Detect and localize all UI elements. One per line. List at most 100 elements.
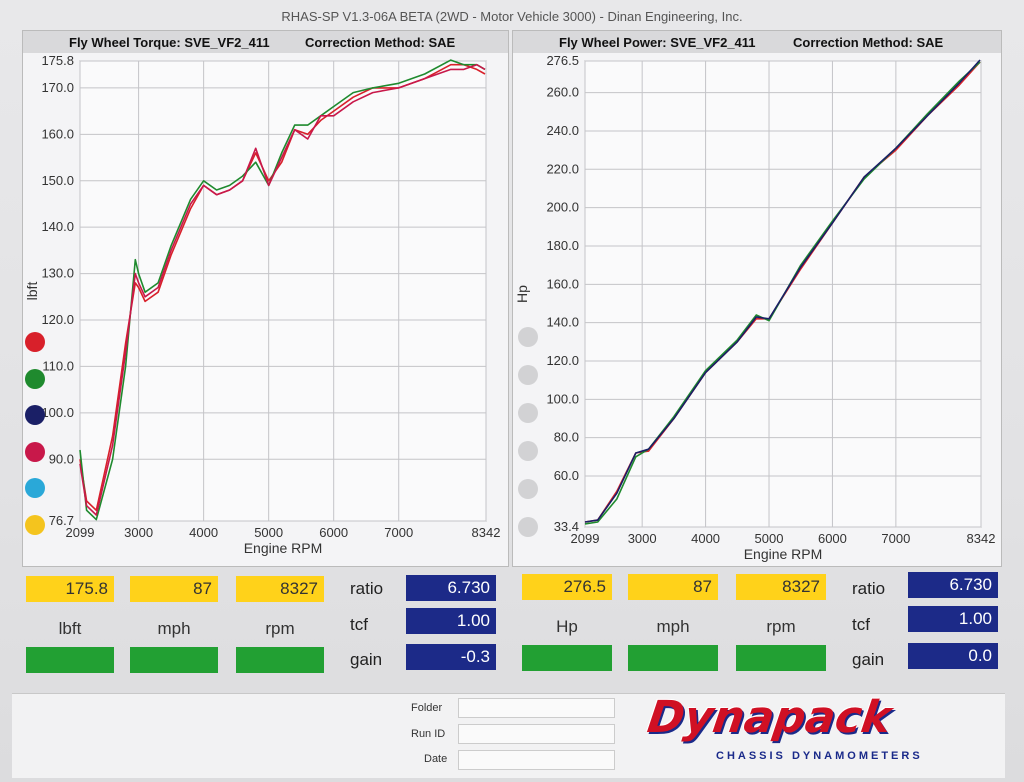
power-rpm-value: 8327 [736, 574, 826, 600]
x-tick-label: 5000 [755, 531, 784, 546]
torque-rpm-value: 8327 [236, 576, 324, 602]
power-rpm-gain-bar [736, 645, 826, 671]
y-tick-label: 200.0 [546, 200, 579, 215]
run-color-slot-empty[interactable] [518, 365, 538, 385]
run-color-slot-empty[interactable] [518, 327, 538, 347]
run-color-red[interactable] [25, 332, 45, 352]
torque-ratio-field[interactable]: 6.730 [406, 575, 496, 601]
peak-power-value: 276.5 [522, 574, 612, 600]
torque-mph-value: 87 [130, 576, 218, 602]
torque-gain-label: gain [350, 650, 383, 669]
run-id-label: Run ID [411, 728, 446, 740]
y-tick-label: 80.0 [554, 430, 579, 445]
run-color-slot-empty[interactable] [518, 479, 538, 499]
power-header: Fly Wheel Power: SVE_VF2_411 Correction … [513, 31, 1001, 53]
date-label: Date [424, 753, 448, 765]
folder-label: Folder [411, 702, 443, 714]
torque-chart: 2099 3000 4000 5000 6000 7000 8342 76.7 90.0 100.… [24, 53, 501, 556]
torque-mph-gain-bar [130, 647, 218, 673]
y-tick-label: 100.0 [546, 391, 579, 406]
power-tcf-field[interactable]: 1.00 [908, 606, 998, 632]
x-tick-label: 6000 [319, 525, 348, 540]
power-mph-gain-bar [628, 645, 718, 671]
x-tick-label: 4000 [189, 525, 218, 540]
x-axis-label: Engine RPM [244, 540, 323, 556]
y-tick-label: 60.0 [554, 468, 579, 483]
y-axis-label: Hp [514, 285, 530, 303]
power-mph-label: mph [656, 617, 690, 636]
y-tick-label: 276.5 [546, 53, 579, 68]
y-tick-label: 180.0 [546, 238, 579, 253]
y-tick-label: 160.0 [41, 126, 74, 141]
y-axis-label: lbft [24, 282, 40, 301]
torque-unit-label: lbft [58, 619, 82, 638]
torque-gain-field[interactable]: -0.3 [406, 644, 496, 670]
x-tick-label: 5000 [254, 525, 283, 540]
y-tick-label: 240.0 [546, 123, 579, 138]
power-mph-value: 87 [628, 574, 718, 600]
series-line-magenta [79, 63, 486, 516]
y-tick-label: 120.0 [546, 353, 579, 368]
y-tick-label: 33.4 [554, 519, 579, 534]
run-color-navy[interactable] [25, 405, 45, 425]
y-tick-label: 110.0 [42, 358, 74, 373]
x-tick-label: 2099 [571, 531, 600, 546]
power-gain-bar [522, 645, 612, 671]
power-chart: 2099 3000 4000 5000 6000 7000 8342 33.4 60.0 80.0… [514, 53, 995, 562]
run-color-slot-empty[interactable] [518, 403, 538, 423]
y-tick-label: 175.8 [41, 53, 74, 68]
y-tick-label: 130.0 [41, 266, 74, 281]
folder-field[interactable] [458, 698, 615, 718]
power-tcf-label: tcf [852, 615, 870, 634]
y-tick-label: 100.0 [41, 405, 74, 420]
y-tick-label: 260.0 [546, 85, 579, 100]
plot-area [584, 60, 982, 528]
series-line-navy [584, 59, 981, 523]
power-gain-field[interactable]: 0.0 [908, 643, 998, 669]
torque-header: Fly Wheel Torque: SVE_VF2_411 Correction… [23, 31, 508, 53]
x-tick-label: 3000 [124, 525, 153, 540]
power-ratio-label: ratio [852, 579, 886, 598]
x-tick-label: 4000 [691, 531, 720, 546]
power-ratio-field[interactable]: 6.730 [908, 572, 998, 598]
run-color-yellow[interactable] [25, 514, 45, 535]
y-tick-label: 90.0 [49, 451, 74, 466]
x-tick-label: 3000 [628, 531, 657, 546]
y-tick-label: 76.7 [49, 513, 74, 528]
torque-tcf-field[interactable]: 1.00 [406, 608, 496, 634]
power-title: Fly Wheel Power: SVE_VF2_411 [559, 35, 756, 50]
run-color-slot-empty[interactable] [518, 517, 538, 537]
series-line-green [79, 59, 486, 521]
power-stats: 276.5 87 8327 Hp mph rpm ratio tcf gain … [512, 570, 1000, 680]
torque-mph-label: mph [157, 619, 191, 638]
x-tick-label: 6000 [818, 531, 847, 546]
power-rpm-label: rpm [766, 617, 796, 636]
torque-correction: Correction Method: SAE [305, 35, 456, 50]
x-tick-label: 8342 [472, 525, 501, 540]
run-id-field[interactable] [458, 724, 615, 744]
run-color-slot-empty[interactable] [518, 441, 538, 461]
torque-rpm-gain-bar [236, 647, 324, 673]
app-title: RHAS-SP V1.3-06A BETA (2WD - Motor Vehic… [281, 9, 743, 24]
x-axis-label: Engine RPM [744, 546, 823, 562]
y-tick-label: 140.0 [546, 315, 579, 330]
footer: Folder Run ID Date Dynapack CHASSIS DYNA… [12, 692, 1005, 778]
x-tick-label: 2099 [66, 525, 95, 540]
power-correction: Correction Method: SAE [793, 35, 944, 50]
y-tick-label: 140.0 [41, 219, 74, 234]
run-color-cyan[interactable] [25, 478, 45, 498]
torque-rpm-label: rpm [265, 619, 295, 638]
x-tick-label: 7000 [881, 531, 910, 546]
torque-title: Fly Wheel Torque: SVE_VF2_411 [69, 35, 270, 50]
torque-panel: Fly Wheel Torque: SVE_VF2_411 Correction… [22, 30, 509, 567]
torque-tcf-label: tcf [350, 615, 368, 634]
torque-stats: 175.8 87 8327 lbft mph rpm ratio tcf gai… [22, 570, 507, 680]
power-unit-label: Hp [556, 617, 578, 636]
run-color-magenta[interactable] [25, 441, 45, 462]
y-tick-label: 220.0 [546, 161, 579, 176]
peak-torque-value: 175.8 [26, 576, 114, 602]
date-field[interactable] [458, 750, 615, 770]
dynapack-logo-subtitle: CHASSIS DYNAMOMETERS [716, 750, 923, 762]
run-color-green[interactable] [25, 368, 45, 389]
